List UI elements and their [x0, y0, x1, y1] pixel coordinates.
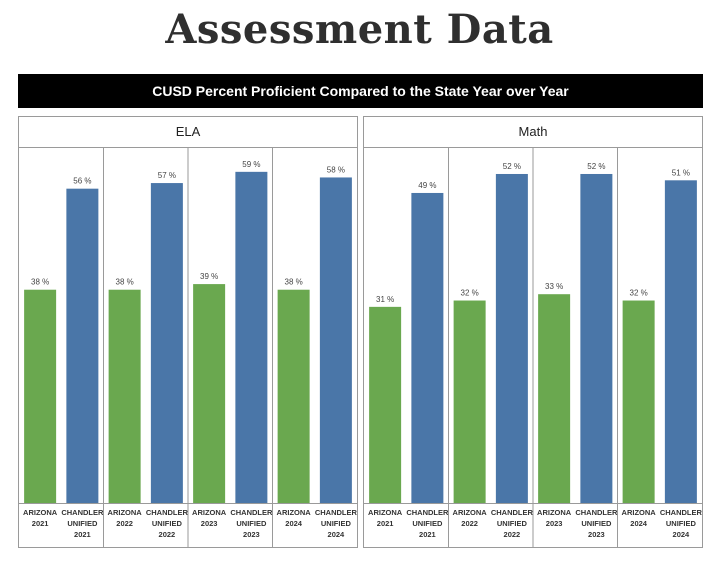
ela-data-label: 57 %	[158, 171, 176, 180]
math-tick-label: ARIZONA 2022	[453, 508, 488, 528]
ela-tick-label: ARIZONA 2021	[23, 508, 58, 528]
math-bar-chandler-unified	[580, 173, 613, 503]
ela-bar-chandler-unified	[319, 177, 352, 504]
ela-bar-chandler-unified	[235, 171, 268, 503]
math-bar-arizona	[453, 300, 486, 503]
math-tick-label: ARIZONA 2021	[368, 508, 403, 528]
math-bar-chandler-unified	[411, 192, 444, 504]
chart-banner: CUSD Percent Proficient Compared to the …	[18, 74, 703, 108]
math-data-label: 52 %	[503, 162, 521, 171]
ela-tick-label: ARIZONA 2024	[277, 508, 312, 528]
ela-bar-arizona	[277, 289, 310, 503]
math-tick-label: CHANDLER UNIFIED 2021	[406, 508, 449, 539]
math-bar-arizona	[622, 300, 655, 503]
ela-tick-label: CHANDLER UNIFIED 2023	[230, 508, 273, 539]
ela-data-label: 56 %	[73, 177, 91, 186]
ela-bar-arizona	[24, 289, 57, 503]
math-tick-label: CHANDLER UNIFIED 2022	[491, 508, 534, 539]
math-chart-title: Math	[364, 117, 702, 148]
ela-tick-label: ARIZONA 2023	[192, 508, 227, 528]
ela-bar-chandler-unified	[150, 183, 183, 503]
math-data-label: 49 %	[418, 181, 436, 190]
math-data-label: 31 %	[376, 295, 394, 304]
ela-bar-chart: 38 % ARIZONA 2021 56 % CHANDLER UNIFIED 2021 38…	[19, 147, 357, 547]
math-tick-label: CHANDLER UNIFIED 2023	[575, 508, 618, 539]
ela-data-label: 58 %	[327, 165, 345, 174]
math-data-label: 52 %	[587, 162, 605, 171]
page-title: Assessment Data	[165, 6, 554, 53]
math-data-label: 32 %	[630, 289, 648, 298]
ela-tick-label: CHANDLER UNIFIED 2024	[315, 508, 357, 539]
ela-bar-arizona	[193, 284, 226, 503]
ela-tick-label: CHANDLER UNIFIED 2021	[61, 508, 104, 539]
ela-tick-label: ARIZONA 2022	[108, 508, 143, 528]
ela-data-label: 38 %	[116, 278, 134, 287]
math-bar-chandler-unified	[495, 173, 528, 503]
ela-tick-label: CHANDLER UNIFIED 2022	[146, 508, 189, 539]
ela-chart-title: ELA	[19, 117, 357, 148]
math-bar-chandler-unified	[664, 180, 697, 503]
math-bar-chart: 31 % ARIZONA 2021 49 % CHANDLER UNIFIED 2021 32…	[364, 147, 702, 547]
ela-data-label: 39 %	[200, 272, 218, 281]
math-data-label: 33 %	[545, 282, 563, 291]
ela-chart-panel: ELA 38 % ARIZONA 2021 56 % CHANDLER UNIFIED 20…	[18, 116, 358, 548]
math-data-label: 32 %	[461, 289, 479, 298]
math-bar-arizona	[538, 294, 571, 503]
math-tick-label: ARIZONA 2024	[622, 508, 657, 528]
math-bar-arizona	[369, 306, 402, 503]
ela-bar-arizona	[108, 289, 141, 503]
math-tick-label: ARIZONA 2023	[537, 508, 572, 528]
ela-data-label: 59 %	[242, 160, 260, 169]
math-chart-panel: Math 31 % ARIZONA 2021 49 % CHANDLER UNIFIED 2…	[363, 116, 703, 548]
math-tick-label: CHANDLER UNIFIED 2024	[660, 508, 702, 539]
math-data-label: 51 %	[672, 168, 690, 177]
ela-bar-chandler-unified	[66, 188, 99, 503]
ela-data-label: 38 %	[285, 278, 303, 287]
ela-data-label: 38 %	[31, 278, 49, 287]
